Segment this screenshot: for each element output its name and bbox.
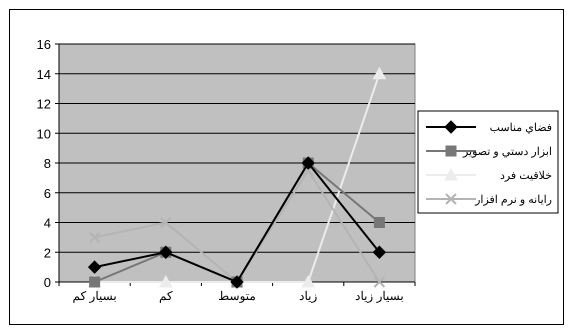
series-0-point: [230, 275, 244, 289]
y-tick-label: 16: [37, 37, 51, 52]
legend-entry-label: ابزار دستي و تصوير: [462, 146, 552, 158]
series-2-point: [372, 66, 387, 80]
x-tick-label: متوسط: [218, 289, 256, 303]
legend-marker-3: [445, 193, 457, 205]
y-tick-label: 12: [37, 97, 51, 112]
series-1-point: [373, 217, 385, 228]
series-3-point-stroke: [373, 276, 386, 288]
legend-marker-3-stroke: [445, 193, 457, 205]
y-tick-label: 2: [44, 245, 51, 260]
series-3-point-stroke: [88, 231, 101, 244]
series-0-point: [87, 260, 102, 274]
legend-marker-1: [445, 145, 457, 157]
series-1-point: [89, 276, 101, 288]
x-tick-label: بسیار زیاد: [355, 289, 404, 303]
x-tick-label: بسیار کم: [73, 289, 117, 303]
x-tick-label: زیاد: [299, 289, 317, 303]
y-tick-label: 14: [37, 67, 51, 82]
y-tick-label: 4: [44, 216, 51, 231]
series-0-point: [159, 245, 173, 259]
legend-marker-2: [444, 167, 458, 181]
x-tick-label: کم: [159, 289, 173, 303]
legend: فضاي مناسب ابزار دستي و تصوير خلاقيت فرد را…: [417, 110, 559, 214]
plot-layer: 0 2 4 6 8 10 12 14 16 بسیار کم کم متوسط زیاد بسیار زی…: [37, 37, 416, 303]
legend-entry-label: خلاقيت فرد: [500, 170, 552, 182]
series-3-point: [160, 216, 172, 229]
series-2-point: [158, 274, 173, 288]
series-3-point: [373, 276, 386, 288]
series-3-point-stroke: [160, 216, 172, 229]
legend-entry-label: رايانه و نرم افزار: [474, 194, 552, 206]
series-0-point: [372, 245, 387, 259]
series-3-point: [88, 231, 101, 244]
legend-marker-0: [444, 120, 458, 134]
series-0-point: [301, 156, 315, 170]
series-2-point: [301, 274, 316, 288]
y-tick-label: 8: [44, 156, 51, 171]
y-tick-label: 6: [44, 186, 51, 201]
y-tick-label: 0: [44, 275, 51, 290]
y-tick-label: 10: [37, 126, 51, 141]
legend-entry-label: فضاي مناسب: [490, 122, 552, 134]
